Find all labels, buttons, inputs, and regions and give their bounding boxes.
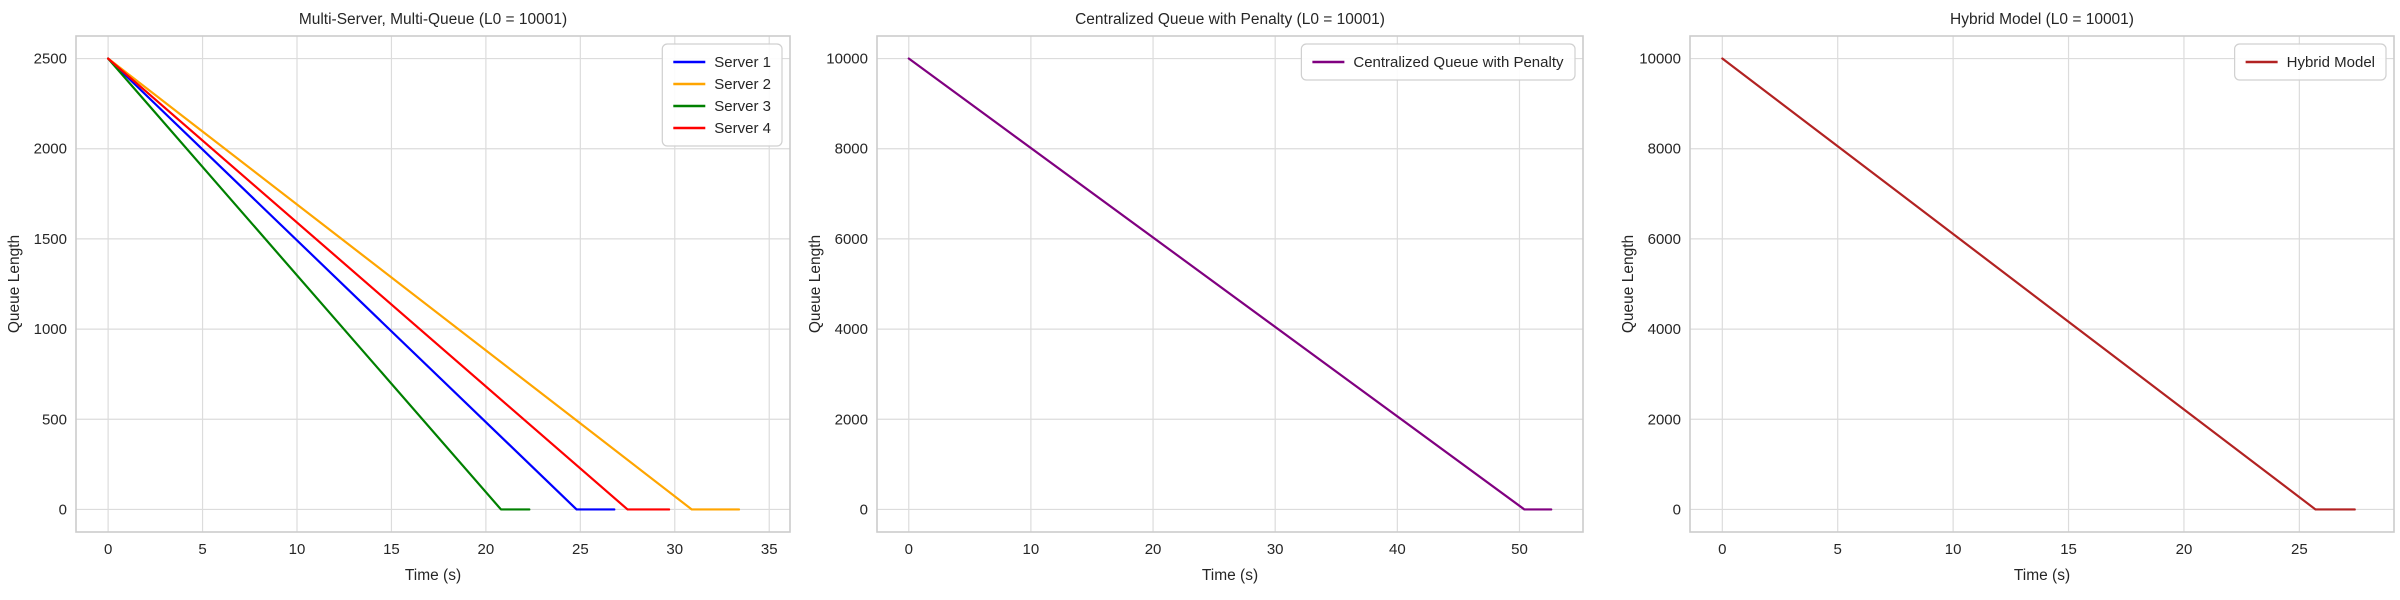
plot-background [1600, 0, 2400, 600]
x-tick-label: 20 [1145, 541, 1162, 558]
y-tick-label: 10000 [826, 51, 868, 68]
axes-spines [1689, 35, 2395, 533]
legend-box [2234, 43, 2387, 81]
x-tick-label: 30 [666, 541, 683, 558]
chart-canvas: 0 10 20 30 40 50 0 2000 4000 6000 8000 10000 Central… [800, 0, 1600, 600]
legend-label: Hybrid Model [2287, 54, 2375, 71]
grid [877, 36, 1583, 532]
x-tick-label: 40 [1389, 541, 1406, 558]
x-tick-label: 25 [572, 541, 589, 558]
y-tick-label: 4000 [835, 321, 868, 338]
legend-label: Centralized Queue with Penalty [1353, 54, 1564, 71]
x-tick-label: 10 [289, 541, 306, 558]
x-tick-label: 0 [1718, 541, 1726, 558]
y-tick-label: 8000 [835, 141, 868, 158]
series-line-server-1 [107, 57, 616, 511]
series-line-hybrid-model [1721, 57, 2356, 511]
y-tick-label: 0 [59, 501, 67, 518]
x-tick-label: 5 [1834, 541, 1842, 558]
x-tick-label: 35 [761, 541, 778, 558]
x-tick-label: 10 [1945, 541, 1962, 558]
chart-canvas: 0 5 10 15 20 25 30 35 0 500 1000 1500 2000 2500 Multi-… [0, 0, 800, 600]
x-axis-label: Time (s) [2014, 567, 2070, 584]
chart-centralized-queue-with-penalty: 0 10 20 30 40 50 0 2000 4000 6000 8000 10000 Central… [800, 0, 1600, 600]
x-tick-label: 50 [1511, 541, 1528, 558]
series-line-server-2 [107, 57, 741, 511]
chart-canvas: 0 5 10 15 20 25 0 2000 4000 6000 8000 10000 Hybrid M… [1600, 0, 2400, 600]
legend: Hybrid Model [2234, 43, 2387, 81]
y-tick-label: 500 [42, 411, 67, 428]
legend-box [1300, 43, 1576, 81]
y-tick-label: 8000 [1648, 141, 1681, 158]
legend-label: Server 4 [714, 120, 771, 137]
x-tick-label: 15 [2060, 541, 2077, 558]
chart-title: Centralized Queue with Penalty (L0 = 100… [1075, 11, 1385, 28]
y-tick-label: 2500 [34, 51, 67, 68]
x-tick-label: 0 [905, 541, 913, 558]
legend-label: Server 2 [714, 76, 771, 93]
axes-spines [75, 35, 791, 533]
grid [1690, 36, 2394, 532]
chart-multi-server-multi-queue: 0 5 10 15 20 25 30 35 0 500 1000 1500 2000 2500 Multi-… [0, 0, 800, 600]
x-tick-label: 0 [104, 541, 112, 558]
x-tick-label: 25 [2291, 541, 2308, 558]
y-tick-label: 6000 [835, 231, 868, 248]
y-tick-label: 2000 [835, 411, 868, 428]
y-tick-label: 10000 [1639, 51, 1681, 68]
x-tick-label: 5 [198, 541, 206, 558]
x-tick-label: 20 [2176, 541, 2193, 558]
legend-label: Server 1 [714, 54, 771, 71]
chart-title: Multi-Server, Multi-Queue (L0 = 10001) [299, 11, 567, 28]
y-tick-label: 2000 [34, 141, 67, 158]
legend-label: Server 3 [714, 98, 771, 115]
y-tick-label: 2000 [1648, 411, 1681, 428]
x-axis-label: Time (s) [405, 567, 461, 584]
x-tick-label: 20 [478, 541, 495, 558]
series-line-centralized-queue-with-penalty [907, 57, 1553, 511]
legend-box [661, 43, 783, 147]
y-tick-label: 6000 [1648, 231, 1681, 248]
plot-background [800, 0, 1600, 600]
x-axis-label: Time (s) [1202, 567, 1258, 584]
y-tick-label: 4000 [1648, 321, 1681, 338]
x-tick-label: 10 [1023, 541, 1040, 558]
y-axis-label: Queue Length [807, 235, 824, 333]
y-axis-label: Queue Length [1620, 235, 1637, 333]
y-tick-label: 1500 [34, 231, 67, 248]
legend: Centralized Queue with Penalty [1300, 43, 1576, 81]
axes-spines [876, 35, 1584, 533]
y-tick-label: 0 [1673, 501, 1681, 518]
y-tick-label: 0 [860, 501, 868, 518]
y-axis-label: Queue Length [6, 235, 23, 333]
legend: Server 1 Server 2 Server 3 Server 4 [661, 43, 783, 147]
x-tick-label: 15 [383, 541, 400, 558]
y-tick-label: 1000 [34, 321, 67, 338]
series-line-server-4 [107, 57, 671, 511]
chart-title: Hybrid Model (L0 = 10001) [1950, 11, 2134, 28]
series-line-server-3 [107, 57, 531, 511]
chart-hybrid-model: 0 5 10 15 20 25 0 2000 4000 6000 8000 10000 Hybrid M… [1600, 0, 2400, 600]
x-tick-label: 30 [1267, 541, 1284, 558]
